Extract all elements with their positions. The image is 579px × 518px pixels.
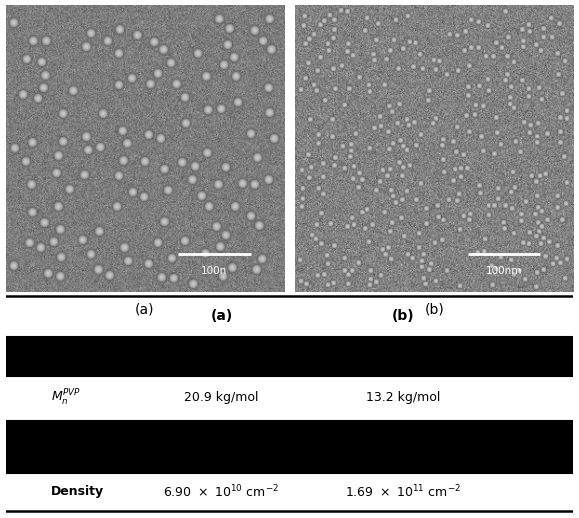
Text: 20.9 kg/mol: 20.9 kg/mol: [184, 391, 259, 404]
Text: (b): (b): [424, 303, 444, 317]
Text: (a): (a): [210, 309, 233, 323]
Bar: [6, 420, 573, 473]
Text: 100nm: 100nm: [485, 266, 522, 276]
Text: 100n: 100n: [201, 266, 228, 276]
Text: (a): (a): [135, 303, 155, 317]
Text: 13.2 kg/mol: 13.2 kg/mol: [366, 391, 440, 404]
Text: Density: Density: [51, 485, 104, 498]
Text: (b): (b): [391, 309, 415, 323]
Text: $M_n^{PVP}$: $M_n^{PVP}$: [51, 387, 81, 408]
Bar: [6, 336, 573, 376]
Text: $6.90\ \times\ 10^{10}\ \mathrm{cm}^{-2}$: $6.90\ \times\ 10^{10}\ \mathrm{cm}^{-2}…: [163, 483, 280, 500]
Text: $1.69\ \times\ 10^{11}\ \mathrm{cm}^{-2}$: $1.69\ \times\ 10^{11}\ \mathrm{cm}^{-2}…: [345, 483, 461, 500]
